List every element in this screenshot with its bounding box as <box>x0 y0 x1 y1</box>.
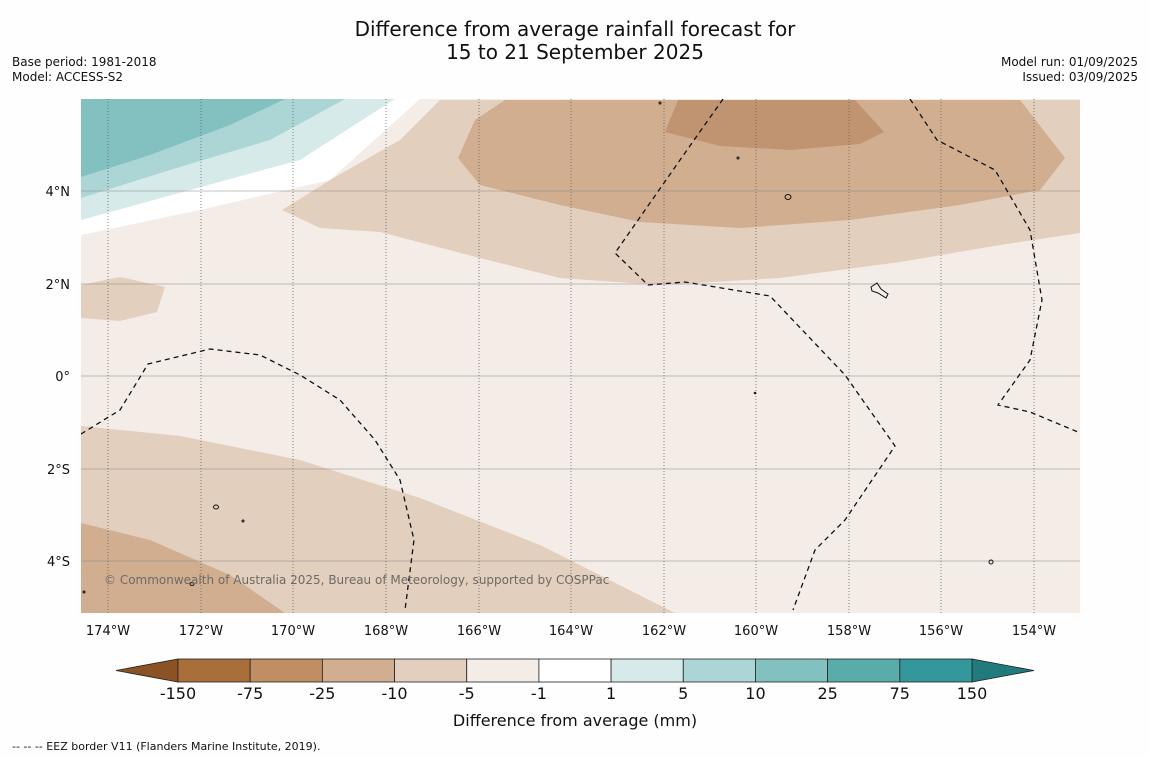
lat-label: 4°S <box>47 555 70 570</box>
colorbar-swatch <box>394 658 468 683</box>
colorbar-swatch <box>321 658 395 683</box>
lon-label: 154°W <box>1012 624 1056 639</box>
longitude-labels: 174°W 172°W 170°W 168°W 166°W 164°W 162°W 160°W… <box>86 624 1056 639</box>
colorbar-label: Difference from average (mm) <box>453 711 697 730</box>
lat-label: 2°S <box>47 463 70 478</box>
colorbar-swatch <box>177 658 251 683</box>
colorbar-tick: 10 <box>745 684 765 703</box>
colorbar-swatch <box>466 658 540 683</box>
island-kiritimati <box>870 282 889 299</box>
map-plot-area: © Commonwealth of Australia 2025, Bureau… <box>81 99 1080 613</box>
colorbar-tick: -75 <box>237 684 263 703</box>
run-info: Model run: 01/09/2025 Issued: 03/09/2025 <box>1001 55 1138 85</box>
lon-label: 156°W <box>919 624 963 639</box>
island-small-2 <box>241 519 245 523</box>
islands <box>82 101 994 594</box>
island-kanton <box>213 504 219 510</box>
map-title: Difference from average rainfall forecas… <box>0 18 1150 64</box>
lon-label: 168°W <box>364 624 408 639</box>
lat-label: 0° <box>55 370 70 385</box>
colorbar-tick: 1 <box>606 684 616 703</box>
island-small-4 <box>189 582 195 586</box>
colorbar-tick: -1 <box>531 684 547 703</box>
colorbar-swatch <box>682 658 756 683</box>
lon-label: 164°W <box>549 624 593 639</box>
island-north <box>658 101 662 105</box>
anomaly-band-neg25-neg10 <box>458 100 1065 228</box>
model-info: Base period: 1981-2018 Model: ACCESS-S2 <box>12 55 157 85</box>
colorbar-tick: -150 <box>160 684 196 703</box>
colorbar: -150 -75 -25 -10 -5 -1 1 5 10 25 75 150 <box>115 658 1035 703</box>
colorbar-extend-high <box>971 658 1035 683</box>
eez-footnote: -- -- -- EEZ border V11 (Flanders Marine… <box>12 740 321 753</box>
anomaly-band-neg10-neg5-blob <box>81 277 165 321</box>
colorbar-swatch <box>899 658 973 683</box>
eez-border-west <box>81 348 415 611</box>
colorbar-swatch <box>827 658 901 683</box>
colorbar-extend-low <box>115 658 179 683</box>
colorbar-swatch <box>755 658 829 683</box>
eez-borders <box>81 99 1079 611</box>
island-small-5 <box>82 590 86 594</box>
colorbar-tick: 150 <box>957 684 988 703</box>
model-run: Model run: 01/09/2025 <box>1000 55 1138 69</box>
eez-border-far-east <box>909 99 1079 433</box>
lon-label: 170°W <box>271 624 315 639</box>
base-period: Base period: 1981-2018 <box>12 55 157 69</box>
anomaly-band-neg25-neg10-south <box>81 523 285 613</box>
colorbar-tick: -25 <box>309 684 335 703</box>
colorbar-tick: 75 <box>890 684 910 703</box>
colorbar-swatch <box>610 658 684 683</box>
lon-label: 158°W <box>827 624 871 639</box>
anomaly-band-10-25 <box>81 99 285 177</box>
title-line-1: Difference from average rainfall forecas… <box>354 17 796 41</box>
lon-label: 172°W <box>179 624 223 639</box>
colorbar-swatch <box>249 658 323 683</box>
issued-date: Issued: 03/09/2025 <box>1022 70 1138 84</box>
lon-label: 174°W <box>86 624 130 639</box>
island-small-3 <box>753 391 757 395</box>
anomaly-band-neg75-neg25 <box>665 100 884 150</box>
colorbar-tick: 25 <box>817 684 837 703</box>
colorbar-swatch <box>538 658 612 683</box>
lon-label: 160°W <box>734 624 778 639</box>
lat-label: 4°N <box>46 185 71 200</box>
title-line-2: 15 to 21 September 2025 <box>446 40 704 64</box>
anomaly-band-neg10-neg5-south <box>81 426 675 613</box>
lon-label: 166°W <box>457 624 501 639</box>
latitude-labels: 4°N 2°N 0° 2°S 4°S <box>46 185 71 570</box>
island-tabuaeran <box>784 194 792 200</box>
graticule <box>81 99 1080 613</box>
lat-label: 2°N <box>46 278 71 293</box>
island-small-1 <box>736 156 740 160</box>
island-south <box>988 559 994 565</box>
copyright-notice: © Commonwealth of Australia 2025, Bureau… <box>104 573 609 587</box>
lon-label: 162°W <box>642 624 686 639</box>
model-name: Model: ACCESS-S2 <box>12 70 124 84</box>
colorbar-tick: -10 <box>381 684 407 703</box>
colorbar-tick: -5 <box>459 684 475 703</box>
colorbar-tick: 5 <box>678 684 688 703</box>
